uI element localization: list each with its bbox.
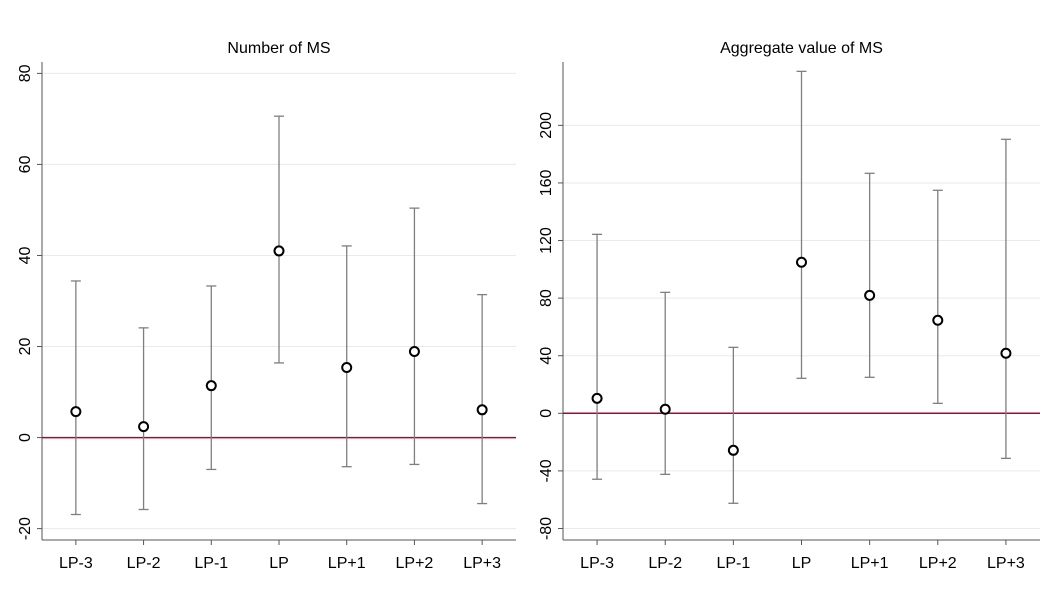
y-tick-label: -40 [538, 459, 555, 482]
chart-title: Aggregate value of MS [720, 40, 883, 57]
y-tick-label: 20 [17, 338, 34, 356]
y-tick-label: -80 [538, 517, 555, 540]
x-tick-label: LP+1 [851, 555, 889, 572]
point-estimate [205, 380, 217, 392]
point-estimate [273, 245, 285, 257]
point-estimate [932, 314, 944, 326]
x-tick-label: LP+2 [396, 555, 434, 572]
point-estimate [138, 421, 150, 433]
y-tick-label: 80 [538, 289, 555, 307]
point-estimate [659, 403, 671, 415]
x-tick-label: LP+3 [463, 555, 501, 572]
x-tick-label: LP+2 [919, 555, 957, 572]
y-tick-label: 60 [17, 155, 34, 173]
x-tick-label: LP+3 [987, 555, 1025, 572]
point-estimate [796, 256, 807, 268]
point-estimate [476, 404, 488, 416]
x-tick-label: LP-3 [59, 555, 93, 572]
chart-title: Number of MS [227, 40, 330, 57]
y-tick-label: 0 [17, 433, 34, 442]
point-estimate [341, 361, 353, 373]
point-estimate [864, 289, 876, 301]
y-tick-label: 120 [538, 227, 555, 254]
x-tick-label: LP [792, 555, 812, 572]
x-tick-label: LP+1 [328, 555, 366, 572]
y-tick-label: 80 [17, 64, 34, 82]
y-tick-label: -20 [17, 517, 34, 540]
point-estimate [591, 392, 603, 404]
x-tick-label: LP-2 [648, 555, 682, 572]
x-tick-label: LP [269, 555, 289, 572]
y-tick-label: 0 [538, 409, 555, 418]
x-tick-label: LP-2 [127, 555, 161, 572]
y-tick-label: 160 [538, 169, 555, 196]
y-tick-label: 40 [17, 246, 34, 264]
y-tick-label: 40 [538, 347, 555, 365]
point-estimate [408, 346, 420, 358]
y-tick-label: 200 [538, 112, 555, 139]
x-tick-label: LP-3 [580, 555, 614, 572]
point-estimate [70, 406, 82, 418]
x-tick-label: LP-1 [194, 555, 228, 572]
point-estimate [1000, 347, 1012, 359]
point-estimate [727, 444, 739, 456]
x-tick-label: LP-1 [716, 555, 750, 572]
